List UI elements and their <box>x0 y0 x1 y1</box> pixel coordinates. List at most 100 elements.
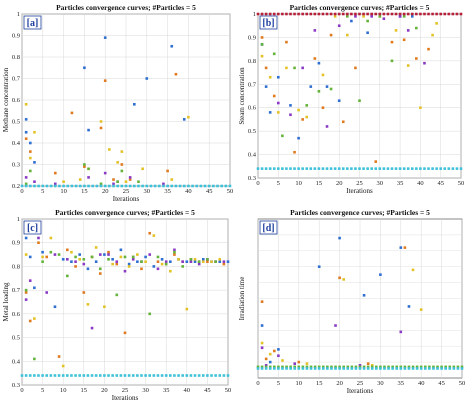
data-point <box>133 184 136 188</box>
data-point <box>45 255 49 259</box>
data-point <box>297 360 301 364</box>
data-point <box>160 374 164 377</box>
data-point <box>189 374 193 377</box>
x-tick-label: 25 <box>357 380 364 387</box>
data-point <box>112 184 115 188</box>
data-point <box>66 248 69 252</box>
x-tick-label: 5 <box>41 387 44 394</box>
data-point <box>174 184 178 188</box>
data-point <box>419 106 422 110</box>
data-point <box>128 178 132 181</box>
data-point <box>103 253 106 256</box>
data-point <box>354 15 357 18</box>
x-tick-label: 50 <box>458 180 465 187</box>
data-point <box>375 365 378 369</box>
data-point <box>37 184 40 188</box>
data-point <box>49 184 53 188</box>
data-point <box>354 367 358 370</box>
data-point <box>53 182 57 186</box>
data-point <box>370 12 373 16</box>
data-point <box>83 163 86 166</box>
data-point <box>120 169 124 173</box>
data-point <box>162 182 165 186</box>
data-point <box>350 167 353 170</box>
data-point <box>394 12 398 16</box>
data-point <box>268 111 272 114</box>
data-point <box>98 272 102 275</box>
data-point <box>281 367 284 370</box>
x-axis-label: Iterations <box>347 387 374 395</box>
chart-title: Particles convergence curves; #Particles… <box>56 3 196 12</box>
data-point <box>444 367 447 370</box>
data-point <box>45 374 49 377</box>
data-point <box>181 265 184 268</box>
data-point <box>182 118 186 121</box>
data-point <box>325 85 329 88</box>
data-point <box>156 374 160 377</box>
data-point <box>256 365 260 369</box>
data-point <box>285 167 288 170</box>
data-point <box>181 260 184 263</box>
data-point <box>103 374 106 377</box>
data-point <box>293 12 296 16</box>
data-point <box>53 171 57 175</box>
data-point <box>273 367 276 370</box>
data-point <box>116 161 119 164</box>
data-point <box>264 367 268 370</box>
data-point <box>297 108 300 112</box>
data-point <box>390 167 394 170</box>
data-point <box>195 184 199 188</box>
data-point <box>317 265 321 268</box>
data-point <box>273 365 276 369</box>
data-point <box>103 36 107 39</box>
data-point <box>309 367 313 370</box>
data-point <box>187 184 190 188</box>
data-point <box>399 365 403 369</box>
data-point <box>390 12 394 16</box>
data-point <box>406 29 410 32</box>
data-point <box>402 15 406 18</box>
data-point <box>305 115 309 119</box>
y-axis-label: Methane concentration <box>2 67 10 132</box>
x-tick-label: 30 <box>142 387 149 394</box>
data-point <box>338 276 341 280</box>
data-point <box>160 262 164 266</box>
data-point <box>37 241 40 245</box>
data-point <box>98 374 102 377</box>
x-tick-label: 30 <box>377 380 384 387</box>
data-point <box>178 184 182 188</box>
data-point <box>83 66 86 70</box>
data-point <box>228 184 232 188</box>
data-point <box>293 362 297 365</box>
data-point <box>403 365 407 369</box>
data-point <box>395 365 399 369</box>
data-point <box>24 103 28 106</box>
data-point <box>305 104 309 107</box>
data-point <box>193 258 197 261</box>
data-point <box>268 12 272 16</box>
data-point <box>337 24 341 28</box>
x-tick-label: 25 <box>123 188 130 195</box>
data-point <box>66 258 69 261</box>
data-point <box>61 374 65 377</box>
data-point <box>456 365 460 369</box>
data-point <box>112 182 115 186</box>
data-point <box>411 367 415 370</box>
data-point <box>410 12 414 16</box>
data-point <box>120 163 124 166</box>
chart-title: Particles convergence curves; #Particles… <box>55 208 195 217</box>
x-axis-label: Iterations <box>112 394 139 402</box>
data-point <box>301 66 304 70</box>
data-point <box>432 365 435 369</box>
data-point <box>74 260 77 263</box>
data-point <box>33 130 36 134</box>
x-tick-label: 10 <box>60 188 67 195</box>
data-point <box>133 103 136 106</box>
data-point <box>317 167 321 170</box>
data-point <box>220 184 223 188</box>
x-tick-label: 5 <box>41 188 44 195</box>
data-point <box>98 253 102 256</box>
data-point <box>439 167 442 170</box>
data-point <box>277 354 280 358</box>
data-point <box>41 255 44 259</box>
